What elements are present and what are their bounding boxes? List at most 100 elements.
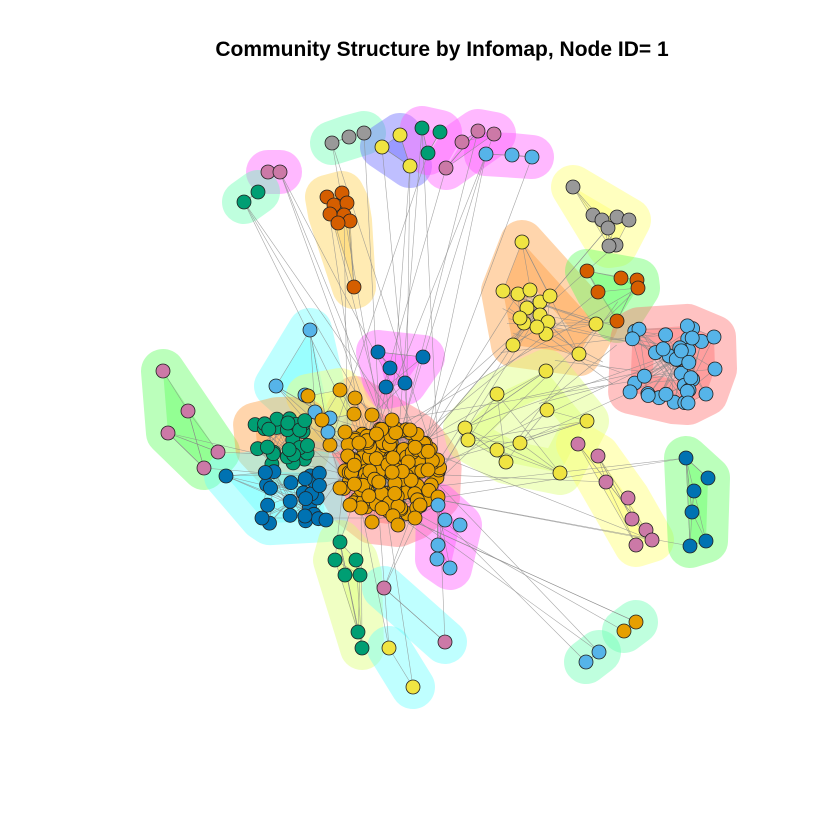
graph-node — [378, 379, 394, 395]
graph-node — [590, 284, 606, 300]
graph-node — [405, 679, 421, 695]
graph-node — [327, 552, 343, 568]
graph-node — [402, 422, 418, 438]
graph-edge — [261, 498, 306, 519]
graph-node — [364, 514, 380, 530]
graph-node — [442, 560, 458, 576]
graph-node — [628, 537, 644, 553]
graph-node — [354, 640, 370, 656]
graph-node — [311, 465, 327, 481]
graph-edge — [243, 201, 416, 448]
graph-node — [678, 450, 694, 466]
graph-node — [384, 464, 400, 480]
graph-node — [369, 426, 384, 442]
graph-node — [524, 149, 540, 165]
graph-node — [155, 363, 171, 379]
graph-node — [658, 386, 674, 402]
graph-node — [403, 472, 419, 488]
graph-node — [624, 511, 640, 527]
graph-node — [637, 368, 652, 384]
graph-edge — [326, 196, 364, 448]
graph-node — [196, 460, 212, 476]
graph-node — [337, 424, 353, 440]
graph-node — [504, 147, 520, 163]
graph-node — [300, 437, 315, 453]
graph-node — [437, 512, 453, 528]
graph-node — [640, 388, 656, 403]
graph-edge — [502, 241, 523, 292]
graph-node — [407, 510, 423, 526]
graph-node — [298, 491, 314, 507]
graph-node — [371, 474, 387, 490]
graph-node — [346, 406, 362, 422]
graph-node — [420, 145, 436, 161]
graph-node — [454, 134, 470, 150]
graph-node — [282, 493, 298, 509]
graph-edge — [520, 368, 658, 399]
graph-node — [350, 624, 366, 640]
graph-edge — [368, 287, 639, 445]
graph-edge — [416, 153, 487, 486]
graph-node — [673, 343, 689, 359]
graph-edge — [374, 244, 617, 460]
graph-node — [571, 346, 587, 362]
graph-node — [432, 124, 448, 140]
graph-node — [342, 497, 358, 513]
graph-edge — [367, 167, 447, 443]
graph-node — [302, 322, 318, 338]
graph-node — [337, 567, 353, 583]
graph-node — [254, 510, 270, 526]
graph-node — [407, 439, 423, 455]
graph-node — [364, 407, 380, 423]
graph-node — [591, 644, 607, 660]
graph-node — [486, 126, 502, 142]
graph-edge — [467, 439, 521, 444]
graph-node — [505, 337, 521, 353]
graph-node — [346, 476, 362, 492]
graph-edge — [577, 443, 637, 546]
graph-node — [620, 490, 636, 506]
graph-node — [356, 125, 372, 141]
graph-node — [644, 532, 660, 548]
graph-node — [348, 552, 364, 568]
graph-node — [579, 263, 595, 279]
graph-node — [250, 184, 266, 200]
graph-edge — [605, 481, 637, 546]
graph-node — [297, 471, 313, 487]
graph-node — [261, 421, 277, 437]
graph-node — [268, 378, 284, 394]
graph-node — [680, 395, 696, 411]
graph-node — [616, 623, 632, 639]
graph-node — [495, 283, 511, 299]
graph-edge — [377, 351, 424, 358]
graph-edge — [360, 507, 390, 649]
graph-node — [438, 160, 454, 176]
graph-node — [332, 534, 348, 550]
graph-node — [218, 468, 234, 484]
graph-edge — [519, 442, 561, 474]
graph-edge — [162, 370, 189, 412]
graph-node — [430, 497, 446, 513]
graph-node — [655, 341, 671, 357]
graph-node — [390, 517, 406, 533]
graph-node — [388, 425, 404, 441]
graph-node — [160, 425, 176, 441]
graph-node — [346, 457, 362, 473]
graph-edge — [512, 332, 620, 373]
graph-node — [681, 354, 697, 370]
graph-node — [311, 478, 327, 493]
graph-edge — [424, 216, 618, 444]
graph-node — [684, 330, 700, 346]
graph-node — [392, 127, 408, 143]
graph-node — [630, 280, 646, 296]
graph-node — [590, 448, 606, 464]
graph-node — [387, 486, 403, 501]
graph-node — [300, 388, 316, 404]
graph-node — [346, 279, 362, 295]
graph-node — [478, 146, 494, 162]
graph-node — [683, 370, 699, 386]
graph-edge — [275, 329, 311, 387]
graph-node — [324, 135, 340, 151]
graph-nodes — [155, 120, 723, 695]
graph-node — [347, 390, 363, 406]
